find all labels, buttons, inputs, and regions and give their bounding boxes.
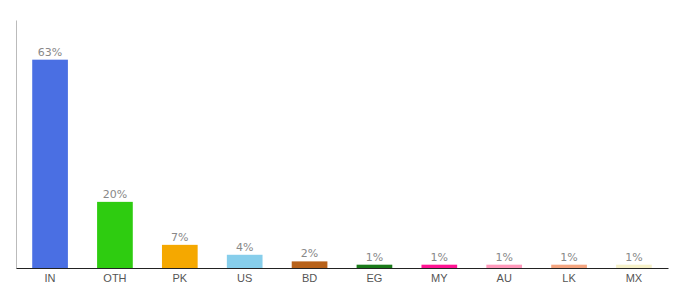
data-label: 1% (366, 251, 383, 264)
data-label: 1% (495, 251, 512, 264)
bar (616, 265, 652, 268)
x-tick-label: MX (626, 272, 643, 284)
data-label: 1% (560, 251, 577, 264)
data-label: 4% (236, 241, 253, 254)
bar (357, 265, 393, 268)
x-axis-line (17, 268, 669, 269)
x-tick-label: IN (45, 272, 56, 284)
x-tick: PK (172, 272, 187, 284)
bar (292, 261, 328, 268)
x-tick-label: US (237, 272, 252, 284)
bars (32, 60, 652, 268)
bar (162, 245, 198, 268)
x-tick-label: MY (431, 272, 448, 284)
x-tick: MX (626, 272, 643, 284)
x-tick-label: AU (497, 272, 512, 284)
bar (551, 265, 587, 268)
x-axis: IN OTH PK US BD EG MY AU LK MX (17, 269, 669, 284)
x-tick-label: PK (172, 272, 187, 284)
data-labels: 63% 20% 7% 4% 2% 1% 1% 1% 1% 1% (38, 46, 643, 264)
x-tick-label: BD (302, 272, 317, 284)
data-label: 2% (301, 247, 318, 260)
y-axis (16, 21, 17, 269)
x-tick: EG (366, 272, 382, 284)
data-label: 63% (38, 46, 62, 59)
y-axis-line (16, 21, 17, 269)
x-tick: BD (302, 272, 317, 284)
x-tick: MY (431, 272, 448, 284)
x-tick-label: OTH (103, 272, 126, 284)
x-tick-label: LK (562, 272, 576, 284)
x-tick: AU (497, 272, 512, 284)
x-tick: US (237, 272, 252, 284)
bar (486, 265, 522, 268)
x-tick-label: EG (366, 272, 382, 284)
data-label: 1% (431, 251, 448, 264)
x-tick: IN (45, 272, 56, 284)
chart: IN OTH PK US BD EG MY AU LK MX 63% 20% 7% 4% 2% 1% 1% 1% 1… (0, 0, 680, 300)
data-label: 1% (625, 251, 642, 264)
data-label: 20% (103, 188, 127, 201)
bar (227, 255, 263, 268)
plot: IN OTH PK US BD EG MY AU LK MX 63% 20% 7% 4% 2% 1% 1% 1% 1… (17, 21, 669, 284)
bar (32, 60, 68, 268)
x-tick: OTH (103, 272, 126, 284)
bar (97, 202, 133, 268)
x-tick: LK (562, 272, 576, 284)
data-label: 7% (171, 231, 188, 244)
bar (421, 265, 457, 268)
